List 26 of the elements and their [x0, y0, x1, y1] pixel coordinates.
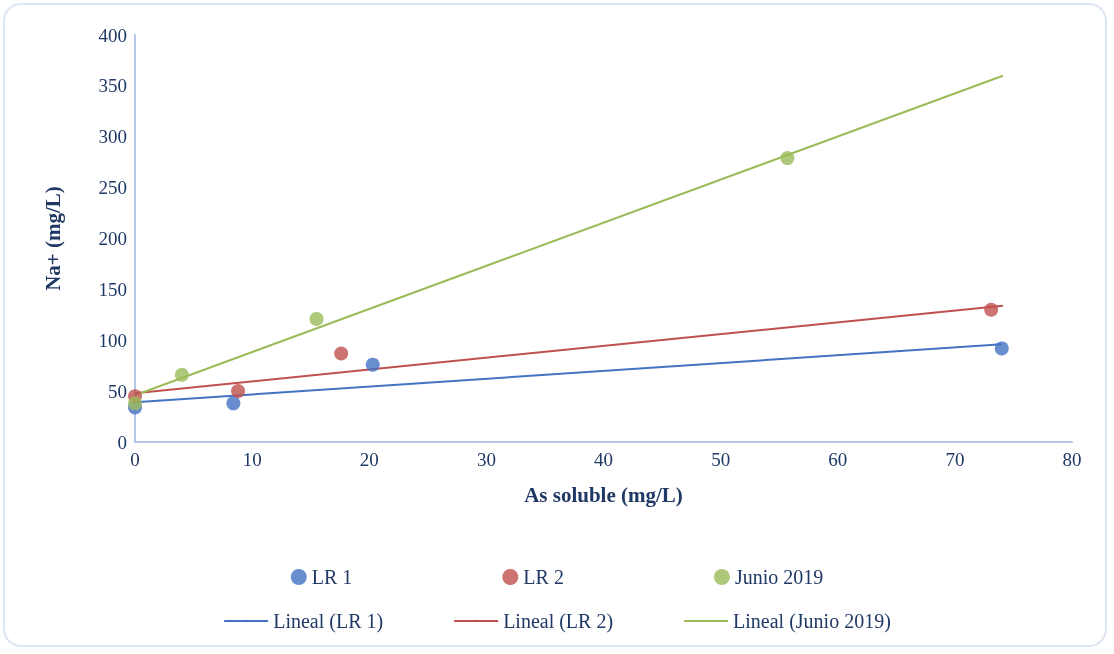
legend-label: LR 2 [523, 566, 564, 588]
legend-label: Lineal (LR 1) [273, 610, 384, 633]
x-tick-label: 50 [711, 449, 731, 470]
y-tick-label: 300 [98, 126, 127, 148]
x-tick-label: 70 [945, 449, 965, 470]
y-tick-label: 150 [98, 278, 127, 300]
y-tick-label: 250 [98, 177, 127, 199]
legend-label: LR 1 [311, 566, 353, 588]
legend-label: Junio 2019 [734, 566, 824, 588]
x-tick-label: 40 [594, 449, 613, 470]
x-tick-label: 20 [359, 449, 379, 470]
x-tick-label: 30 [476, 449, 496, 470]
x-tick-label: 10 [242, 449, 262, 470]
x-tick-label: 80 [1062, 449, 1082, 470]
y-tick-label: 0 [117, 431, 127, 453]
x-tick-label: 60 [828, 449, 848, 470]
y-axis-title: Na+ (mg/L) [40, 186, 65, 291]
legend-label: Lineal (Junio 2019) [733, 610, 891, 633]
y-tick-label: 400 [98, 24, 127, 46]
y-tick-label: 50 [108, 380, 127, 402]
x-axis-title: As soluble (mg/L) [524, 482, 683, 507]
y-tick-label: 100 [98, 329, 127, 351]
y-tick-label: 350 [98, 75, 127, 97]
x-tick-label: 0 [130, 449, 140, 470]
legend-label: Lineal (LR 2) [503, 610, 614, 633]
y-tick-label: 200 [98, 228, 127, 249]
